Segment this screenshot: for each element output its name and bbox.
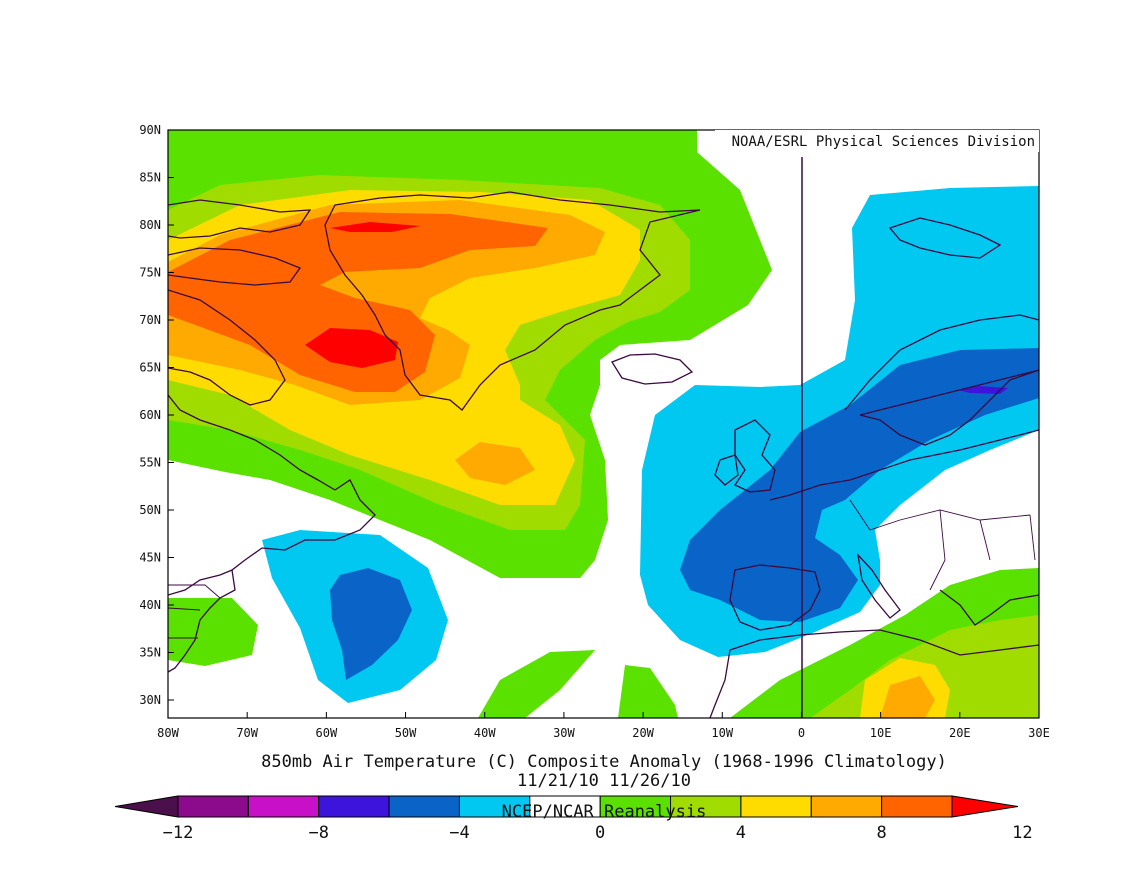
colorbar-bin [810,795,883,818]
colorbar-max-arrow [951,795,1019,818]
british-isles-coast [734,419,776,493]
lat-tick-label: 60N [139,408,161,422]
lat-tick-label: 40N [139,598,161,612]
colorbar-min-arrow [114,795,179,818]
svalbard-coast [888,217,1002,259]
anomaly-region-plus-2-b [168,598,258,666]
lat-tick-label: 45N [139,551,161,565]
colorbar-bin [881,795,953,818]
lat-tick-label: 30N [139,693,161,707]
scandinavia-coast [844,314,1039,446]
lon-tick-label: 20W [632,726,654,740]
lat-tick-label: 85N [139,171,161,185]
colorbar-label: −4 [449,823,469,843]
colorbar-bin [388,795,460,818]
colorbar-bin [177,795,249,818]
iceland-coast [611,353,694,385]
lon-tick-label: 30E [1028,726,1050,740]
country-borders [168,499,1036,639]
colorbar-label: 12 [1012,823,1032,843]
lat-tick-label: 90N [139,123,161,137]
credit-box [715,130,1039,152]
colorbar-bin [740,795,812,818]
greenland-coast [324,191,701,411]
greece-turkey-coast [939,589,1039,626]
colorbar-label: −8 [308,823,328,843]
lon-tick-label: 10W [711,726,733,740]
italy-coast [857,552,901,619]
hudson-coast [168,394,336,491]
colorbar-label: 0 [595,823,605,843]
lat-tick-label: 65N [139,361,161,375]
lon-tick-label: 60W [316,726,338,740]
lon-tick-label: 30W [553,726,575,740]
ireland-coast [714,454,739,486]
iberia-coast [729,564,821,631]
lon-tick-label: 0 [798,726,805,740]
lat-tick-label: 35N [139,646,161,660]
anomaly-region-minus-4-b [330,568,412,680]
colorbar-label: 8 [877,823,887,843]
longitude-axis: 80W 70W 60W 50W 40W 30W 20W 10W 0 10E 20E 30E [157,712,1050,740]
lon-tick-label: 80W [157,726,179,740]
lon-tick-label: 20E [949,726,971,740]
us-east-coast [168,569,236,673]
anomaly-region-minus-6 [958,386,1008,394]
lon-tick-label: 50W [395,726,417,740]
baffin-coast [168,289,286,406]
arctic-islands-coast [168,199,312,239]
plot-frame [167,129,1040,719]
colorbar-bin [318,795,390,818]
anomaly-region-plus-2-c [478,650,595,718]
lat-tick-label: 55N [139,456,161,470]
credit-label: NOAA/ESRL Physical Sciences Division [732,134,1035,150]
labrador-coast [168,479,376,596]
anomaly-region-minus-4 [680,348,1039,622]
map-title: 850mb Air Temperature (C) Composite Anom… [261,752,947,772]
contour-fills [168,130,1039,718]
source-label: NCEP/NCAR Reanalysis [502,802,707,822]
colorbar-bin [247,795,320,818]
lat-tick-label: 75N [139,266,161,280]
colorbar [114,795,1019,818]
coastlines [168,191,1039,718]
lon-tick-label: 40W [474,726,496,740]
africa-west-coast [709,649,731,718]
map-date-range: 11/21/10 11/26/10 [517,771,691,791]
colorbar-label: 4 [736,823,746,843]
arctic-islands-coast-b [168,247,302,286]
anomaly-region-plus-2-d [618,665,678,718]
lat-tick-label: 80N [139,218,161,232]
latitude-axis: 90N 85N 80N 75N 70N 65N 60N 55N 50N 45N 40N 35N 30N [139,123,174,707]
colorbar-labels: −12 −8 −4 0 4 8 12 [163,823,1033,843]
europe-coast [769,429,1039,501]
lon-tick-label: 10E [870,726,892,740]
lat-tick-label: 70N [139,313,161,327]
north-africa-coast [729,629,1039,656]
anomaly-region-plus-8-b [455,442,535,485]
anomaly-region-plus-8-c [880,676,935,718]
anomaly-region-plus-12-b [330,222,420,232]
anomaly-region-plus-10 [168,212,548,392]
lon-tick-label: 70W [236,726,258,740]
lat-tick-label: 50N [139,503,161,517]
colorbar-label: −12 [163,823,194,843]
anomaly-region-plus-12 [305,328,398,368]
